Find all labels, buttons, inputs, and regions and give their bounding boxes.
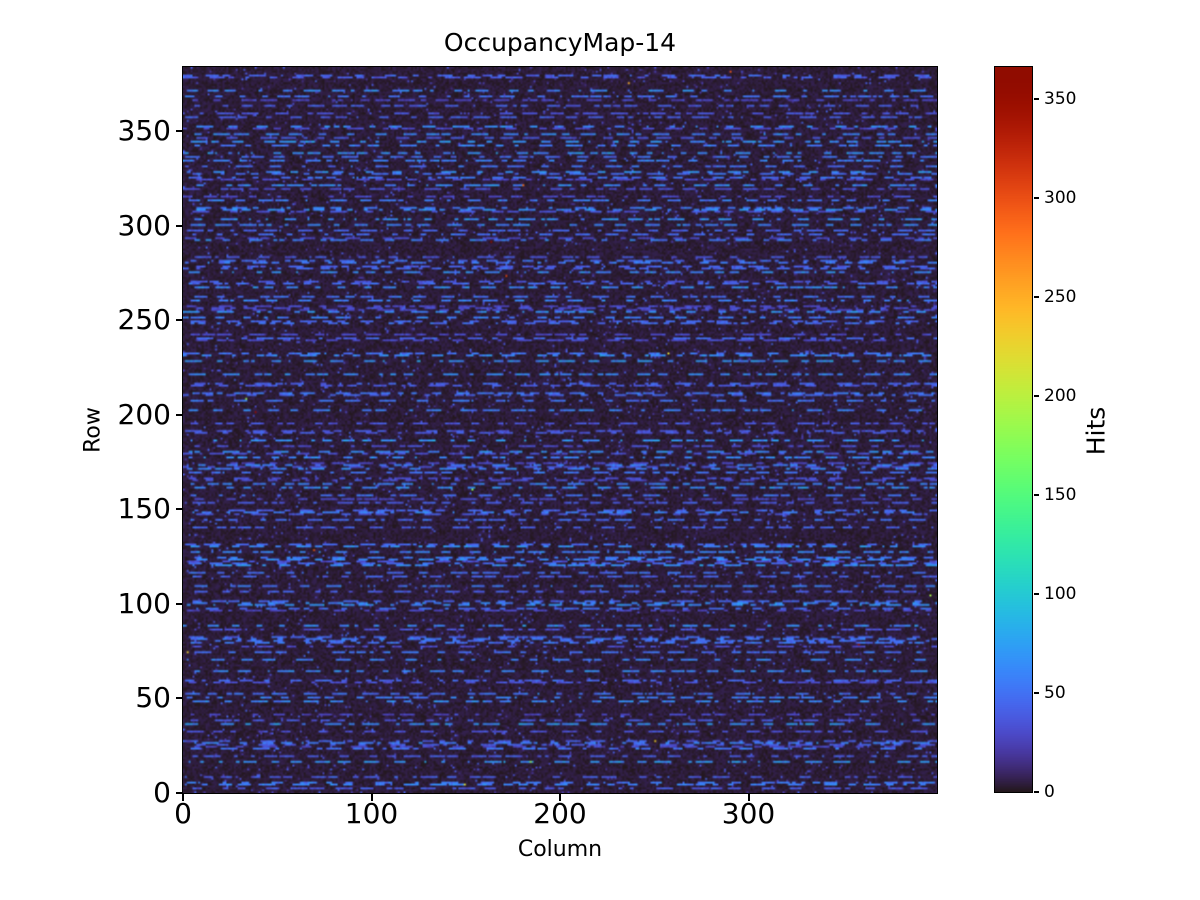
y-tick-label: 150: [117, 492, 171, 526]
y-tick-label: 100: [117, 586, 171, 620]
colorbar-tick-mark: [1034, 691, 1039, 694]
y-tick-label: 350: [117, 114, 171, 148]
x-tick-mark: [370, 794, 373, 801]
colorbar-tick-label: 100: [1044, 583, 1077, 604]
x-tick-mark: [747, 794, 750, 801]
y-tick-mark: [176, 413, 183, 416]
colorbar-tick-mark: [1034, 493, 1039, 496]
colorbar-tick-mark: [1034, 791, 1039, 793]
y-tick-label: 0: [153, 776, 171, 809]
x-tick-label: 300: [721, 797, 776, 830]
y-tick-mark: [176, 224, 183, 227]
y-tick-label: 200: [117, 397, 171, 431]
y-tick-label: 50: [135, 681, 171, 715]
x-tick-mark: [559, 794, 561, 801]
colorbar-tick-mark: [1034, 295, 1039, 298]
colorbar-tick-label: 250: [1044, 286, 1077, 307]
x-tick-label: 100: [344, 797, 399, 830]
x-tick-label: 0: [174, 797, 192, 830]
y-tick-mark: [176, 319, 183, 322]
colorbar-tick-mark: [1034, 592, 1039, 595]
colorbar-tick-mark: [1034, 394, 1039, 397]
colorbar-tick-mark: [1034, 196, 1039, 199]
colorbar-tick-label: 50: [1044, 682, 1066, 703]
x-tick-mark: [182, 794, 184, 801]
y-tick-label: 250: [117, 303, 171, 337]
heatmap-canvas: [182, 66, 938, 794]
y-tick-label: 300: [117, 208, 171, 242]
colorbar-canvas: [994, 66, 1033, 793]
y-tick-mark: [176, 602, 183, 605]
colorbar-tick-label: 200: [1044, 385, 1077, 406]
colorbar-tick-label: 0: [1044, 782, 1055, 802]
x-axis-label: Column: [517, 837, 603, 862]
colorbar-label: Hits: [1081, 406, 1111, 456]
y-tick-mark: [176, 130, 183, 133]
chart-title: OccupancyMap-14: [443, 28, 677, 57]
colorbar-tick-label: 150: [1044, 484, 1077, 505]
y-tick-mark: [176, 697, 183, 700]
y-tick-mark: [176, 792, 183, 794]
x-tick-label: 200: [533, 797, 587, 830]
y-tick-mark: [176, 508, 183, 511]
colorbar-tick-label: 300: [1044, 187, 1077, 208]
colorbar-tick-label: 350: [1044, 88, 1077, 109]
colorbar-tick-mark: [1034, 97, 1039, 100]
